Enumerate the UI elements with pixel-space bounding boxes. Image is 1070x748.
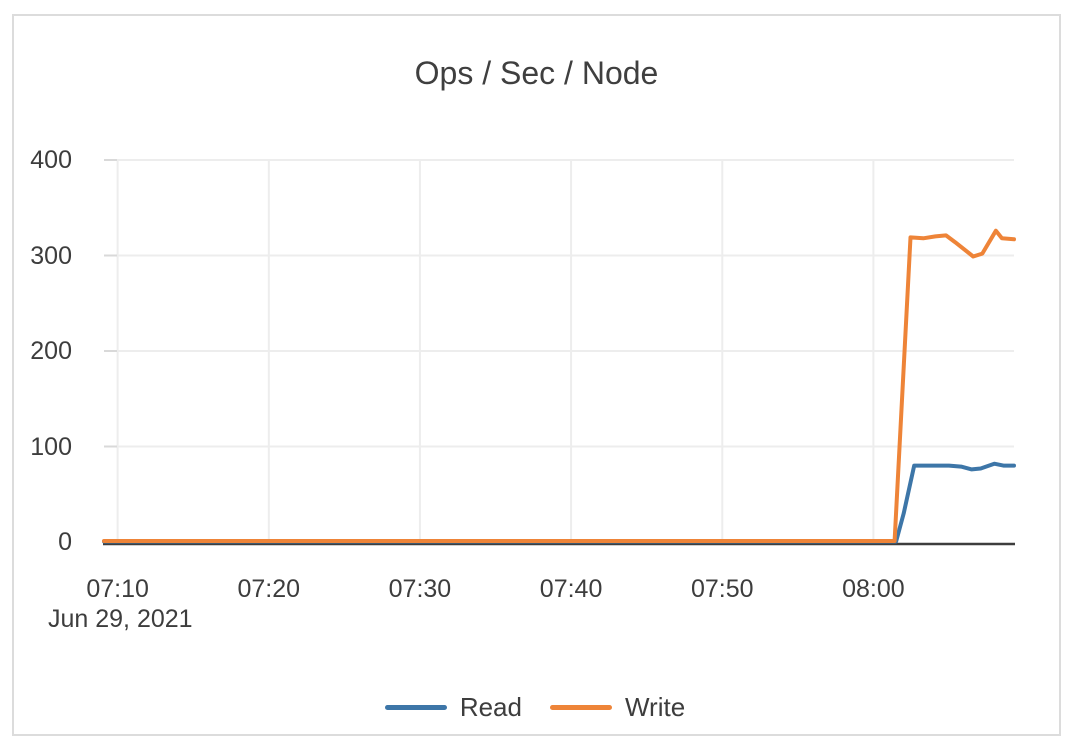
chart-title: Ops / Sec / Node	[414, 55, 659, 91]
chart-card	[12, 14, 1061, 736]
y-tick-label: 400	[30, 146, 72, 174]
read-series-line	[102, 461, 1016, 544]
y-tick-label: 200	[30, 337, 72, 365]
write-series-line	[102, 228, 1016, 543]
legend-item-read[interactable]: Read	[384, 691, 522, 723]
x-tick-label: 07:40	[539, 575, 603, 603]
read-series-swatch-icon	[384, 704, 447, 710]
y-tick-label: 100	[30, 432, 72, 461]
x-axis-date-label: Jun 29, 2021	[48, 605, 193, 633]
x-tick-label: 07:10	[86, 575, 149, 603]
legend-label-write: Write	[624, 692, 686, 722]
legend-item-write[interactable]: Write	[549, 691, 686, 723]
x-tick-label: 08:00	[842, 575, 905, 603]
y-tick-label: 0	[58, 528, 72, 556]
write-series-swatch-icon	[549, 704, 612, 710]
legend: Read Write	[0, 691, 1070, 723]
y-tick-label: 300	[30, 241, 72, 270]
legend-label-read: Read	[459, 692, 522, 722]
x-tick-label: 07:30	[388, 575, 452, 603]
x-tick-label: 07:20	[237, 575, 301, 603]
x-tick-label: 07:50	[690, 575, 754, 603]
